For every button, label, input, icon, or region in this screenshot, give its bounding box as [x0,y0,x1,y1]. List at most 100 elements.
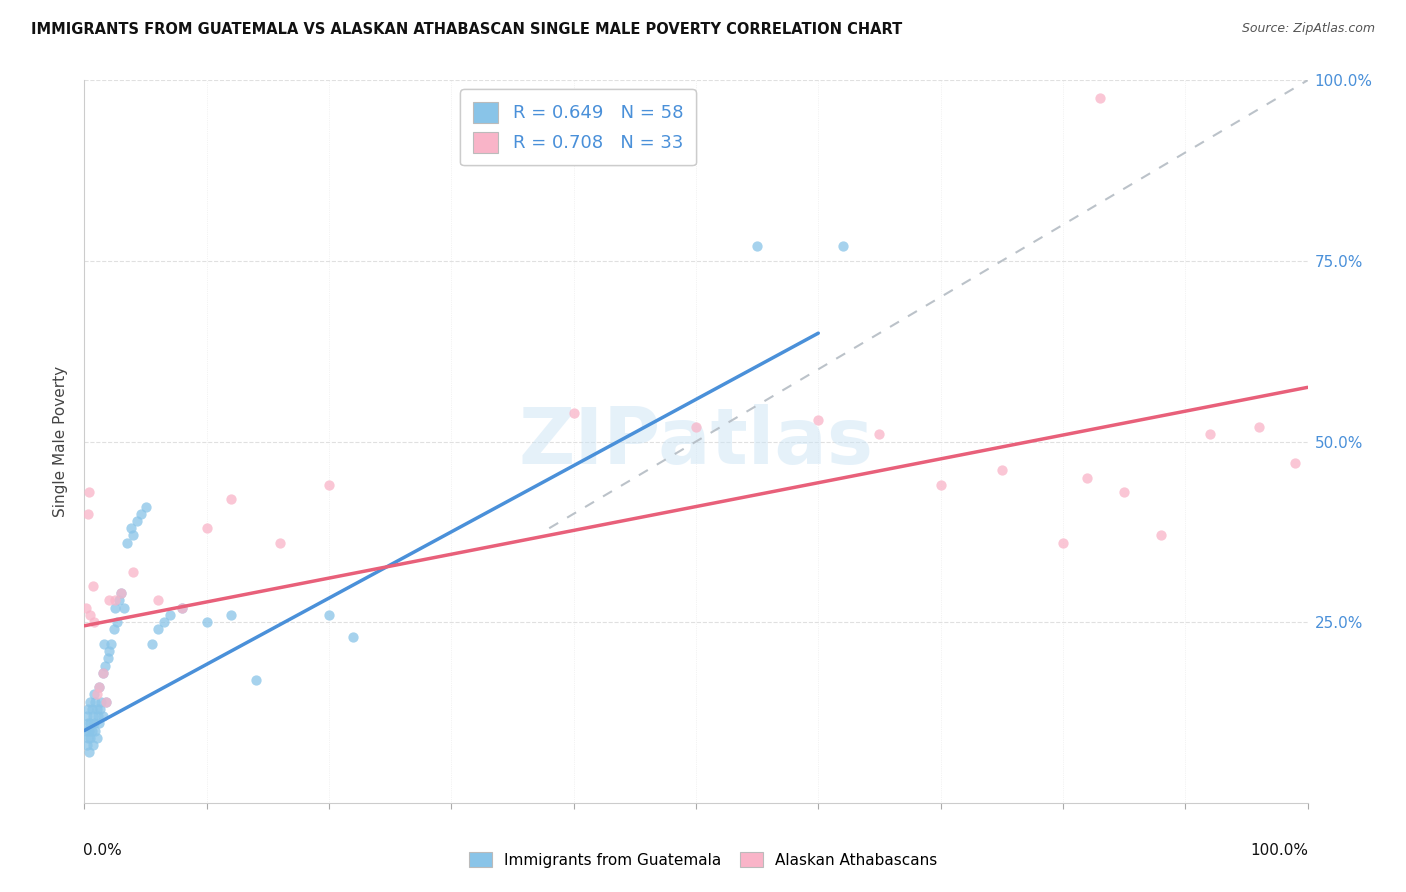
Point [318,478,340,492]
Point [125,514,148,528]
Point [135,500,157,514]
Point [87,680,110,694]
Point [869,427,891,442]
Point [82,738,104,752]
Point [93,637,115,651]
Point [153,615,176,630]
Point [104,593,127,607]
Text: Source: ZipAtlas.com: Source: ZipAtlas.com [1241,22,1375,36]
Point [77,731,100,745]
Point [91,665,114,680]
Point [747,239,769,253]
Point [83,687,105,701]
Point [97,644,120,658]
Point [146,623,169,637]
Point [77,716,100,731]
Point [1150,528,1173,542]
Text: ZIPatlas: ZIPatlas [519,403,873,480]
Point [1076,470,1098,484]
Point [104,600,127,615]
Point [141,637,163,651]
Point [1284,456,1306,470]
Point [129,507,152,521]
Point [269,535,291,549]
Point [831,239,853,253]
Point [562,406,585,420]
Point [103,623,125,637]
Point [89,702,111,716]
Point [1198,427,1220,442]
Point [122,528,145,542]
Point [245,673,267,687]
Text: IMMIGRANTS FROM GUATEMALA VS ALASKAN ATHABASCAN SINGLE MALE POVERTY CORRELATION : IMMIGRANTS FROM GUATEMALA VS ALASKAN ATH… [31,22,903,37]
Point [87,716,110,731]
Point [91,709,114,723]
Legend: Immigrants from Guatemala, Alaskan Athabascans: Immigrants from Guatemala, Alaskan Athab… [463,846,943,873]
Point [79,731,101,745]
Point [83,716,105,731]
Point [77,485,100,500]
Point [86,687,108,701]
Point [105,615,128,630]
Point [83,615,105,630]
Point [195,615,218,630]
Point [84,695,107,709]
Y-axis label: Single Male Poverty: Single Male Poverty [53,366,69,517]
Point [76,738,98,752]
Point [79,716,101,731]
Point [318,607,340,622]
Point [219,492,242,507]
Point [342,630,364,644]
Point [82,709,104,723]
Point [122,565,145,579]
Point [1247,420,1270,434]
Point [115,535,138,549]
Point [1114,485,1136,500]
Point [929,478,952,492]
Text: 0.0%: 0.0% [83,843,122,857]
Point [80,702,103,716]
Point [79,607,101,622]
Point [97,651,120,665]
Point [991,463,1014,477]
Point [107,593,129,607]
Point [120,521,142,535]
Text: 100.0%: 100.0% [1251,843,1309,857]
Point [112,600,135,615]
Point [86,702,108,716]
Point [77,745,100,759]
Point [172,600,194,615]
Point [96,695,118,709]
Point [219,607,242,622]
Point [77,507,100,521]
Point [90,695,112,709]
Point [97,593,120,607]
Point [1052,535,1074,549]
Point [91,665,114,680]
Point [100,637,122,651]
Point [96,695,118,709]
Legend: R = 0.649   N = 58, R = 0.708   N = 33: R = 0.649 N = 58, R = 0.708 N = 33 [460,89,696,165]
Point [87,709,110,723]
Point [76,709,98,723]
Point [146,593,169,607]
Point [77,723,100,738]
Point [1088,91,1111,105]
Point [86,731,108,745]
Point [84,723,107,738]
Point [79,695,101,709]
Point [807,413,830,427]
Point [159,607,181,622]
Point [110,586,132,600]
Point [172,600,194,615]
Point [82,579,104,593]
Point [77,702,100,716]
Point [94,658,117,673]
Point [75,600,97,615]
Point [80,723,103,738]
Point [75,723,97,738]
Point [87,680,110,694]
Point [110,586,132,600]
Point [685,420,707,434]
Point [195,521,218,535]
